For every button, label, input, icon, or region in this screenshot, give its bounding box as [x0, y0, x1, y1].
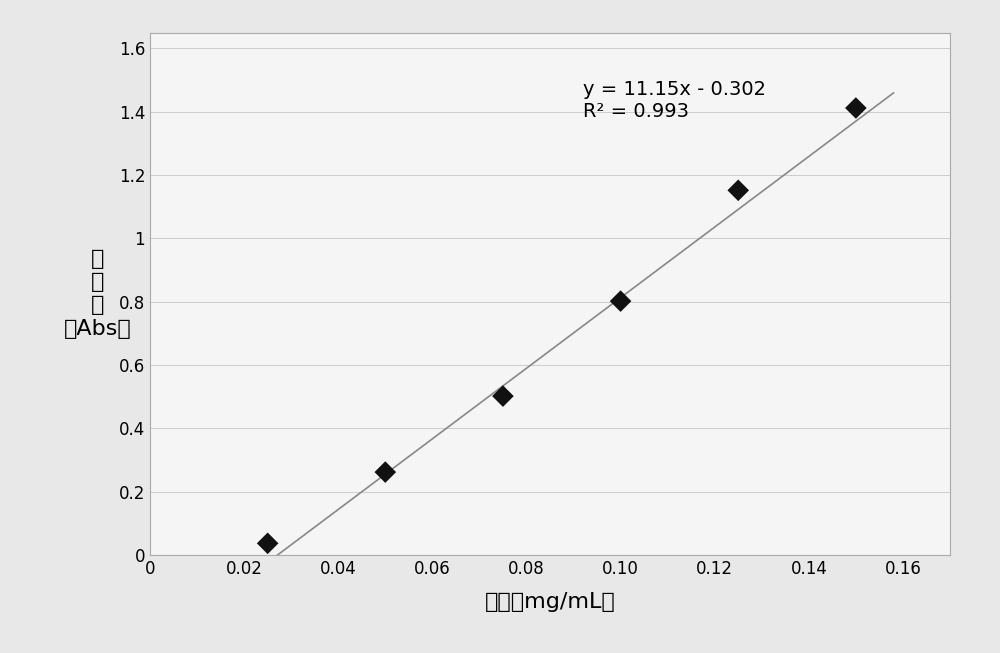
Point — [377, 467, 393, 477]
Y-axis label: 吸
光
度
（Abs）: 吸 光 度 （Abs） — [64, 249, 132, 339]
Text: y = 11.15x - 0.302
R² = 0.993: y = 11.15x - 0.302 R² = 0.993 — [583, 80, 766, 121]
Point — [730, 185, 746, 195]
Point — [613, 296, 629, 306]
Point — [495, 391, 511, 402]
Point — [260, 538, 276, 549]
Point — [848, 103, 864, 113]
X-axis label: 浓度（mg/mL）: 浓度（mg/mL） — [485, 592, 615, 612]
